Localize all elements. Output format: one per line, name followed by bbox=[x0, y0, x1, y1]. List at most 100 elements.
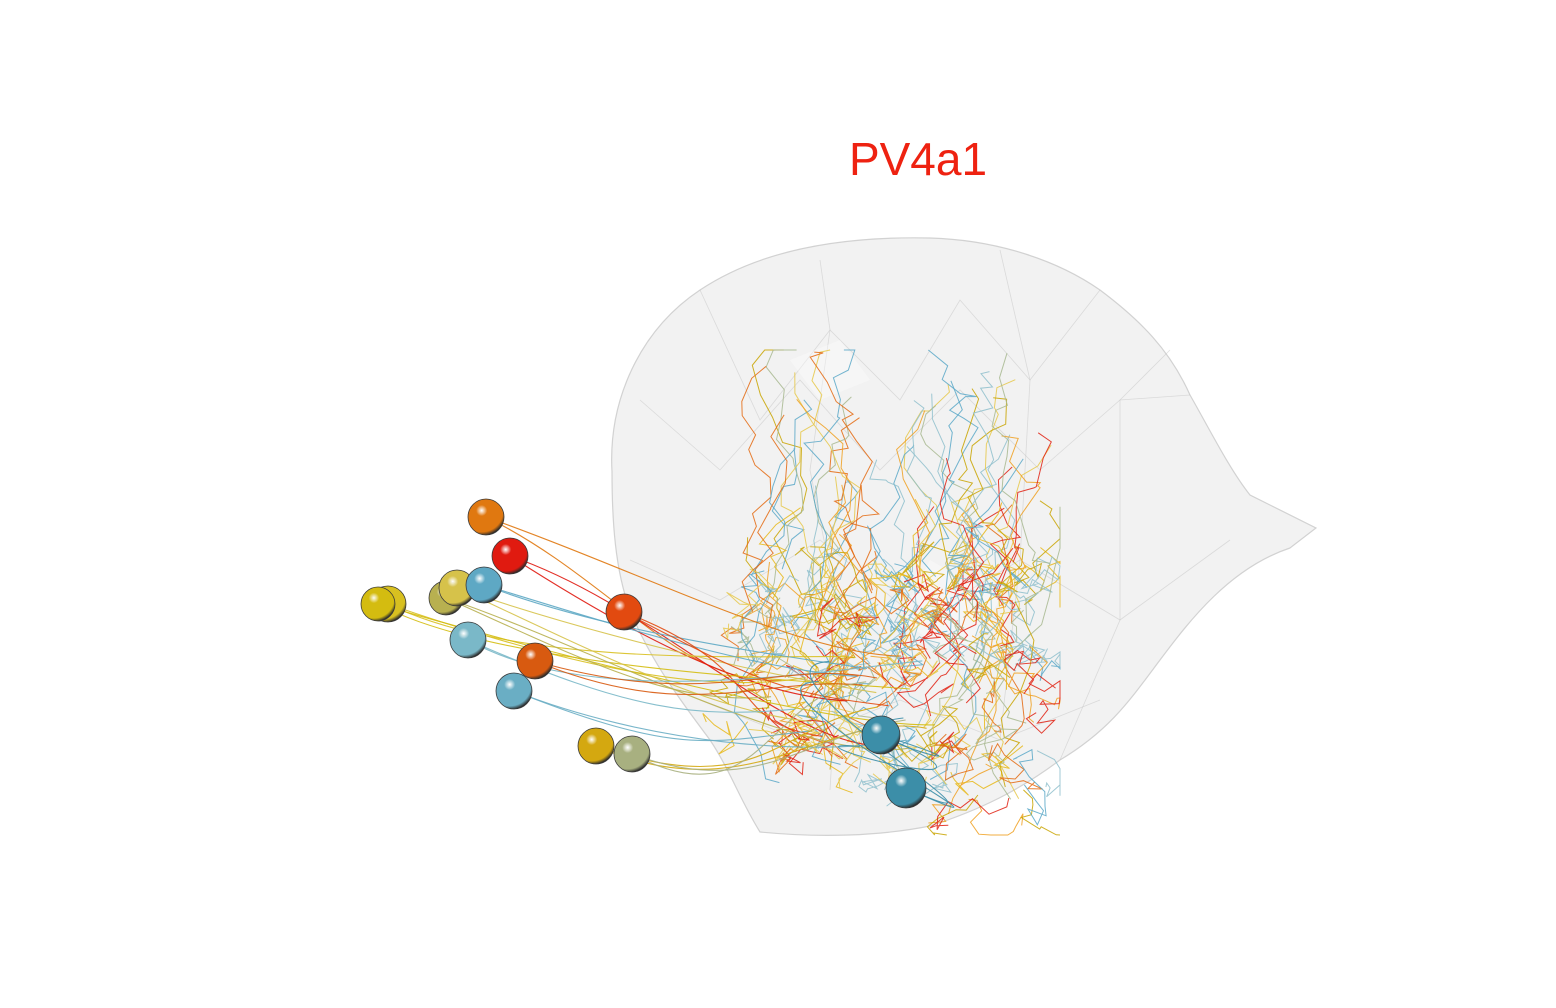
neurite-branch bbox=[846, 683, 889, 722]
neurite-branch bbox=[1012, 748, 1047, 826]
neurite-branch bbox=[1006, 547, 1061, 608]
brain-mesh bbox=[611, 237, 1318, 836]
neurite-branch bbox=[939, 540, 994, 713]
neurite-branch bbox=[733, 570, 780, 784]
neurite-branch bbox=[995, 545, 1024, 593]
neurite-branch bbox=[907, 547, 992, 592]
neurite-branch bbox=[807, 485, 839, 750]
neurite-branch bbox=[938, 388, 980, 572]
neurite-branch bbox=[970, 609, 1024, 800]
neurite-branch bbox=[1036, 750, 1061, 798]
axon-tract bbox=[800, 680, 955, 808]
neurite-branch bbox=[927, 599, 996, 741]
neurite-branch bbox=[811, 525, 881, 765]
neurite-branch bbox=[880, 612, 925, 667]
axon-tract bbox=[456, 587, 877, 694]
neurite-branch bbox=[961, 592, 1014, 671]
soma-teal-sphere bbox=[861, 715, 901, 755]
axon-tract bbox=[387, 603, 849, 658]
neurite-branch bbox=[996, 435, 1042, 623]
neurite-branch bbox=[751, 645, 775, 740]
soma-yellow-sphere bbox=[360, 586, 396, 622]
soma-teal-sphere bbox=[885, 767, 927, 809]
neurite-branch bbox=[1012, 432, 1052, 563]
neurite-branch bbox=[829, 417, 873, 594]
neurite-branch bbox=[968, 798, 1024, 836]
neurite-branch bbox=[934, 733, 974, 781]
neurite-branch bbox=[928, 763, 994, 824]
neurite-branch bbox=[1025, 673, 1061, 734]
neurite-branch bbox=[945, 458, 1024, 687]
neurite-branch bbox=[920, 405, 979, 618]
neurite-branch bbox=[794, 372, 862, 631]
neurite-branch bbox=[953, 562, 1006, 668]
neurite-branch bbox=[748, 636, 790, 699]
neurite-branch bbox=[767, 606, 801, 644]
neurite-branch bbox=[985, 506, 1061, 694]
neurite-branch bbox=[1007, 555, 1061, 605]
soma-red-orange-sphere bbox=[516, 642, 554, 680]
neurite-branch bbox=[920, 607, 948, 634]
neurite-branch bbox=[920, 734, 972, 766]
neurite-branch bbox=[1002, 649, 1042, 695]
neurite-branch bbox=[896, 410, 931, 592]
axon-tract bbox=[631, 681, 867, 775]
neurite-branch bbox=[915, 705, 960, 759]
neurite-branch bbox=[945, 564, 1036, 626]
neurite-branch bbox=[987, 742, 1043, 790]
neurite-branch bbox=[999, 601, 1035, 788]
neurite-branch bbox=[946, 566, 976, 591]
neurite-branch bbox=[722, 568, 775, 639]
neurite-branch bbox=[926, 794, 979, 836]
neurite-branch bbox=[789, 565, 837, 625]
neurite-branch bbox=[976, 563, 1016, 607]
neurite-branch bbox=[978, 502, 1014, 690]
axon-tract bbox=[623, 611, 889, 707]
neurite-branch bbox=[921, 349, 979, 577]
neurite-branch bbox=[955, 371, 998, 587]
neurite-branch bbox=[932, 632, 969, 664]
neurite-branch bbox=[984, 504, 1014, 624]
axon-tract bbox=[838, 734, 938, 770]
soma-orange-sphere bbox=[467, 498, 505, 536]
neurite-branch bbox=[796, 398, 853, 633]
axon-tract bbox=[534, 660, 863, 696]
axon-tract bbox=[485, 516, 902, 657]
neurite-branch bbox=[847, 663, 876, 714]
soma-red-orange-sphere bbox=[605, 593, 643, 631]
neurite-branch bbox=[1014, 633, 1046, 670]
neurite-branch bbox=[771, 448, 805, 570]
neurite-branch bbox=[816, 597, 879, 640]
neurite-branch bbox=[828, 484, 888, 671]
neurite-branch bbox=[906, 446, 989, 657]
soma-blue-sphere bbox=[495, 672, 533, 710]
neurite-branch bbox=[996, 444, 1052, 615]
neurite-branch bbox=[988, 662, 1035, 723]
neurite-branch bbox=[888, 602, 930, 774]
neurite-branch bbox=[789, 569, 829, 740]
neurite-branch bbox=[869, 459, 920, 647]
neurite-branch bbox=[833, 593, 874, 640]
axon-tract bbox=[513, 690, 813, 742]
axon-tract bbox=[445, 597, 909, 751]
neurite-branch bbox=[924, 547, 1014, 717]
neurite-branch bbox=[988, 644, 1061, 672]
neurite-branch bbox=[966, 633, 1011, 680]
neurite-branch bbox=[803, 349, 856, 592]
axon-tracts bbox=[377, 516, 955, 808]
neurite-branch bbox=[702, 713, 749, 755]
neurite-branch bbox=[798, 396, 852, 609]
soma-blue-sphere bbox=[449, 621, 487, 659]
soma-yellow-sphere bbox=[577, 727, 615, 765]
neurite-tangle bbox=[702, 349, 1061, 836]
plot-title: PV4a1 bbox=[848, 133, 988, 185]
neurite-branch bbox=[809, 351, 873, 591]
neurite-branch bbox=[745, 399, 813, 647]
neurite-branch bbox=[903, 573, 950, 607]
neurite-branch bbox=[866, 559, 897, 587]
neurite-branch bbox=[834, 588, 910, 620]
neurite-branch bbox=[758, 507, 801, 599]
neurite-branch bbox=[794, 546, 868, 608]
